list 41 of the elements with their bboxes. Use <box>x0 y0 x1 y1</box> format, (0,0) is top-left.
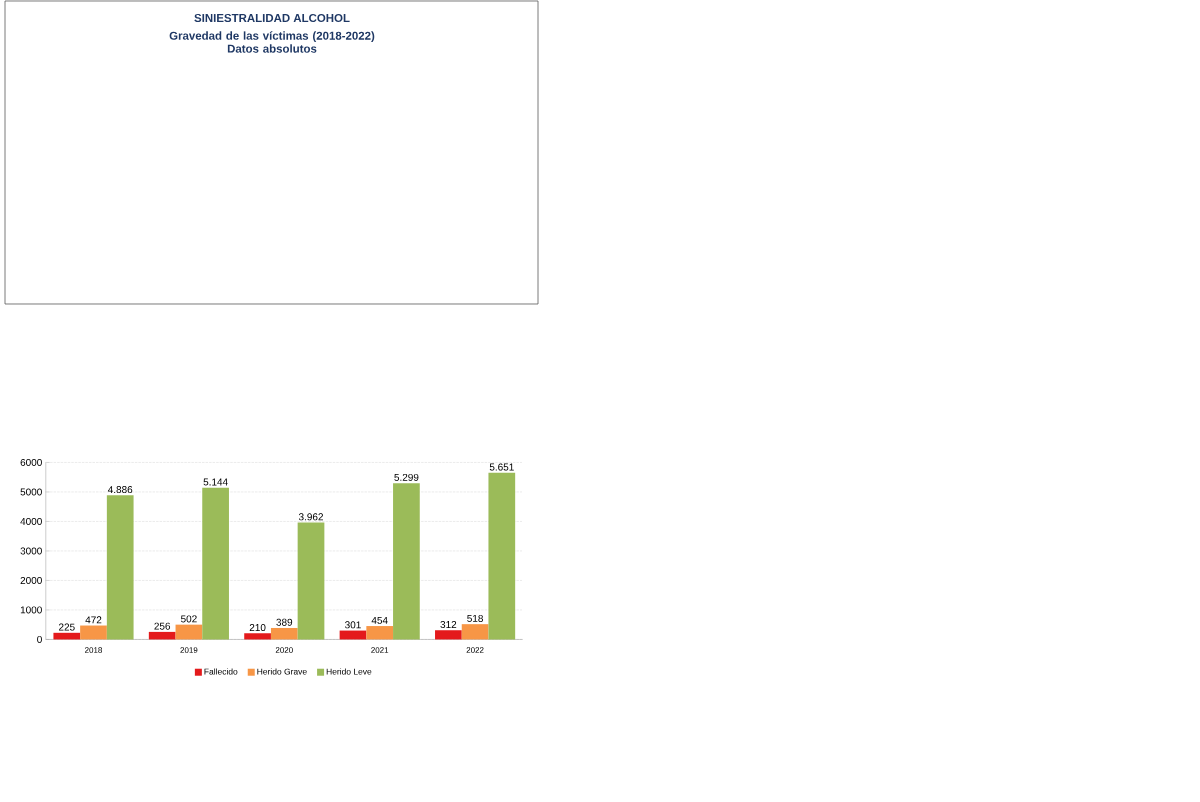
chart-subtitle: Gravedad de las víctimas (2018-2022) Datos absolutos <box>169 31 375 53</box>
legend-label: Herido Leve <box>326 668 372 675</box>
data-label: 518 <box>467 614 483 622</box>
bar <box>175 624 203 640</box>
data-label: 312 <box>440 620 457 629</box>
chart-title: SINIESTRALIDAD ALCOHOL <box>194 13 350 23</box>
bar <box>148 631 176 640</box>
data-label: 3.962 <box>298 513 323 521</box>
data-label: 210 <box>249 624 266 632</box>
data-label: 454 <box>371 616 388 624</box>
data-label: 502 <box>180 615 197 623</box>
data-label: 5.651 <box>489 463 514 471</box>
bar <box>106 495 134 640</box>
data-label: 5.299 <box>394 473 419 481</box>
bar <box>244 633 271 640</box>
y-tick-label: 3000 <box>20 547 42 555</box>
data-label: 4.886 <box>107 486 133 494</box>
y-tick-label: 4000 <box>20 517 42 525</box>
data-label: 389 <box>276 618 293 626</box>
bar <box>80 625 107 640</box>
bar <box>461 624 489 640</box>
y-tick-label: 5000 <box>20 488 42 496</box>
bar <box>435 630 462 640</box>
bar <box>393 483 420 640</box>
data-label: 472 <box>85 616 102 624</box>
data-label: 301 <box>345 621 361 629</box>
bar <box>270 627 298 640</box>
legend-label: Herido Grave <box>257 668 307 675</box>
bar <box>297 522 325 640</box>
data-label: 256 <box>154 622 171 630</box>
y-tick-label: 6000 <box>20 458 42 466</box>
y-tick-label: 2000 <box>20 576 42 584</box>
legend-label: Fallecido <box>204 668 238 675</box>
y-tick-label: 0 <box>37 635 42 643</box>
data-label: 225 <box>58 623 75 631</box>
bar <box>488 472 516 640</box>
bar <box>53 632 81 640</box>
bar <box>202 487 229 640</box>
bar <box>366 626 394 640</box>
data-label: 5.144 <box>203 478 228 486</box>
y-tick-label: 1000 <box>20 606 42 614</box>
